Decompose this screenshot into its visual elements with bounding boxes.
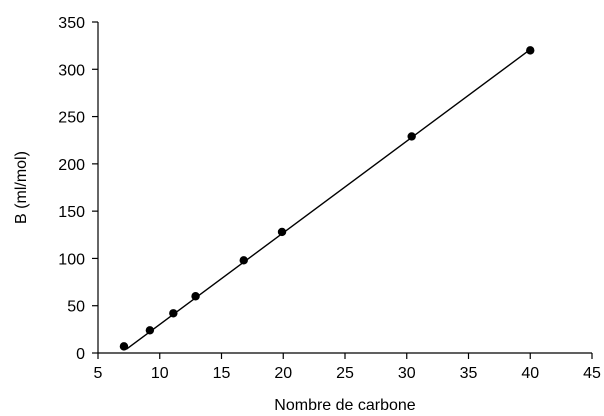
data-point xyxy=(526,46,535,55)
data-point xyxy=(145,326,155,335)
x-tick-label: 5 xyxy=(94,365,103,382)
y-tick-label: 150 xyxy=(58,204,85,221)
y-tick-label: 250 xyxy=(58,110,85,127)
x-tick-label: 30 xyxy=(398,365,416,382)
data-point xyxy=(119,342,129,351)
data-point xyxy=(239,256,248,265)
x-axis-title: Nombre de carbone xyxy=(274,397,416,414)
x-tick-label: 25 xyxy=(336,365,354,382)
x-tick-label: 20 xyxy=(274,365,292,382)
y-tick-label: 100 xyxy=(58,251,85,268)
y-tick-label: 200 xyxy=(58,157,85,174)
x-tick-label: 45 xyxy=(583,365,601,382)
trendline xyxy=(125,48,531,350)
x-tick-label: 40 xyxy=(521,365,539,382)
data-point xyxy=(169,309,178,318)
data-point xyxy=(407,132,416,141)
y-tick-label: 300 xyxy=(58,62,85,79)
y-ticks: 0 50 100 150 200 250 300 350 xyxy=(58,15,98,363)
trendline-group xyxy=(125,48,531,350)
data-points xyxy=(119,46,535,351)
x-tick-label: 35 xyxy=(460,365,478,382)
y-tick-label: 0 xyxy=(76,346,85,363)
data-point xyxy=(277,227,287,237)
y-tick-label: 50 xyxy=(67,299,85,316)
y-tick-label: 350 xyxy=(58,15,85,32)
y-axis-title: B (ml/mol) xyxy=(13,151,30,224)
x-tick-label: 10 xyxy=(151,365,169,382)
data-point xyxy=(191,292,200,301)
x-ticks: 5 10 15 20 25 30 35 40 45 xyxy=(94,353,601,382)
x-tick-label: 15 xyxy=(213,365,231,382)
